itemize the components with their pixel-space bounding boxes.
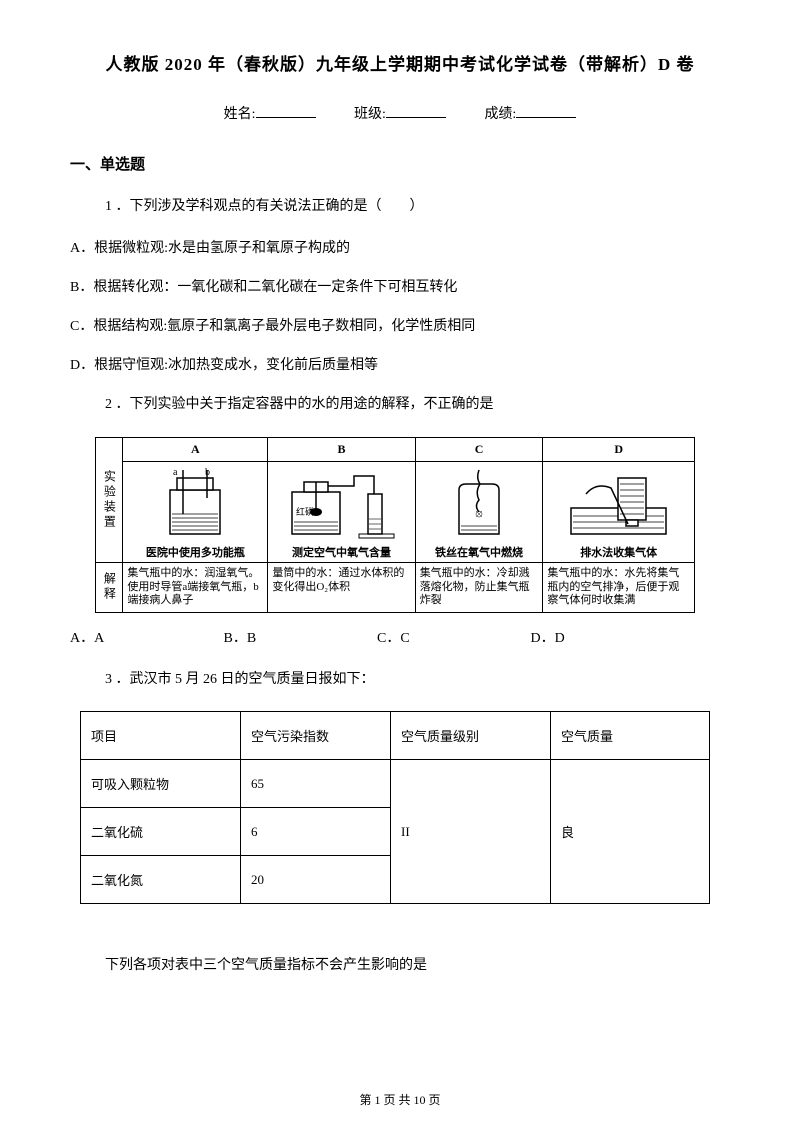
q3-h-index: 空气污染指数 — [241, 712, 391, 760]
section-1-heading: 一、单选题 — [70, 153, 730, 174]
name-label: 姓名: — [224, 107, 256, 122]
q2-choice-b: B．B — [224, 627, 374, 647]
q3-stem: 3 ．武汉市 5 月 26 日的空气质量日报如下： — [105, 669, 730, 691]
q1-option-c: C．根据结构观:氩原子和氯离子最外层电子数相同，化学性质相同 — [70, 316, 730, 337]
q2-col-d: D — [543, 437, 695, 461]
student-info-line: 姓名: 班级: 成绩: — [70, 103, 730, 123]
q3-r1c1: 可吸入颗粒物 — [81, 760, 241, 808]
q2-col-a: A — [123, 437, 268, 461]
score-label: 成绩: — [484, 107, 516, 122]
q1-option-d: D．根据守恒观:冰加热变成水，变化前后质量相等 — [70, 355, 730, 376]
class-label: 班级: — [354, 107, 386, 122]
q3-followup: 下列各项对表中三个空气质量指标不会产生影响的是 — [105, 954, 730, 974]
q2-apparatus-table: 实验装置 A B C D a b 医院中使用多功能瓶 — [95, 437, 695, 613]
q3-r2c1: 二氧化硫 — [81, 808, 241, 856]
q3-quality-cell: 良 — [551, 760, 710, 904]
oxygen-measure-icon: 红磷 — [274, 464, 409, 542]
q2-expl-b: 量筒中的水：通过水体积的变化得出O₂体积 — [268, 562, 415, 612]
q2-rowhead-apparatus: 实验装置 — [96, 437, 123, 562]
score-blank[interactable] — [516, 117, 576, 118]
exam-title: 人教版 2020 年（春秋版）九年级上学期期中考试化学试卷（带解析）D 卷 — [70, 50, 730, 75]
q1-option-b: B．根据转化观：一氧化碳和二氧化碳在一定条件下可相互转化 — [70, 277, 730, 298]
q3-r2c2: 6 — [241, 808, 391, 856]
multifunction-bottle-icon: a b — [135, 464, 255, 542]
page-footer: 第 1 页 共 10 页 — [0, 1091, 800, 1108]
q3-h-quality: 空气质量 — [551, 712, 710, 760]
q2-diagram-d: 排水法收集气体 — [543, 461, 695, 562]
q3-r3c1: 二氧化氮 — [81, 856, 241, 904]
q2-col-b: B — [268, 437, 415, 461]
q2-rowhead-explain: 解释 — [96, 562, 123, 612]
q2-diagram-a: a b 医院中使用多功能瓶 — [123, 461, 268, 562]
q2-diagram-b: 红磷 测定空气中氧气含量 — [268, 461, 415, 562]
q1-option-a: A．根据微粒观:水是由氢原子和氧原子构成的 — [70, 238, 730, 259]
table-row: 可吸入颗粒物 65 II 良 — [81, 760, 710, 808]
q3-level-cell: II — [391, 760, 551, 904]
q2-choice-c: C．C — [377, 627, 527, 647]
q2-expl-a: 集气瓶中的水：润湿氧气。使用时导管a端接氧气瓶，b端接病人鼻子 — [123, 562, 268, 612]
q2-expl-d: 集气瓶中的水：水先将集气瓶内的空气排净，后便于观察气体何时收集满 — [543, 562, 695, 612]
q1-stem: 1 ．下列涉及学科观点的有关说法正确的是（ ） — [105, 196, 730, 218]
q2-choice-d: D．D — [531, 627, 681, 647]
q3-h-item: 项目 — [81, 712, 241, 760]
class-blank[interactable] — [386, 117, 446, 118]
water-displacement-icon — [556, 464, 681, 542]
q2-diagram-c: 铁丝在氧气中燃烧 — [415, 461, 543, 562]
q3-r1c2: 65 — [241, 760, 391, 808]
name-blank[interactable] — [256, 117, 316, 118]
table-row: 项目 空气污染指数 空气质量级别 空气质量 — [81, 712, 710, 760]
q3-r3c2: 20 — [241, 856, 391, 904]
q2-expl-c: 集气瓶中的水：冷却溅落熔化物，防止集气瓶炸裂 — [415, 562, 543, 612]
q2-col-c: C — [415, 437, 543, 461]
q3-air-quality-table: 项目 空气污染指数 空气质量级别 空气质量 可吸入颗粒物 65 II 良 二氧化… — [80, 711, 710, 904]
q3-h-level: 空气质量级别 — [391, 712, 551, 760]
q2-choice-a: A．A — [70, 627, 220, 647]
iron-burn-icon — [424, 464, 534, 542]
q2-choices: A．A B．B C．C D．D — [70, 627, 730, 647]
q2-stem: 2 ．下列实验中关于指定容器中的水的用途的解释，不正确的是 — [105, 394, 730, 416]
svg-text:红磷: 红磷 — [296, 506, 314, 517]
svg-text:a: a — [173, 467, 178, 478]
